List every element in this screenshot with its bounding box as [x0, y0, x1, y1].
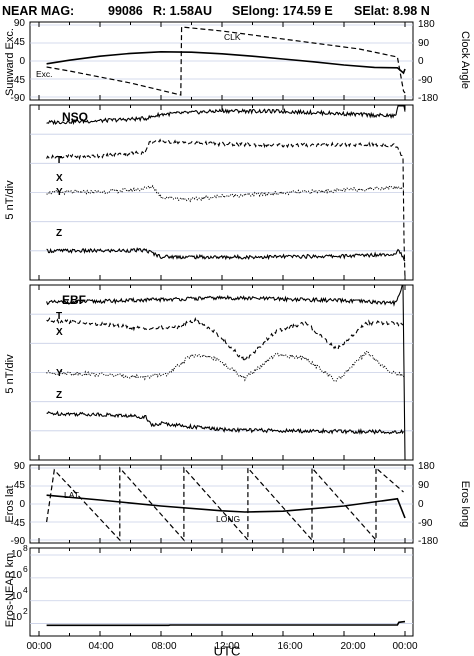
exc-label: Exc.	[36, 69, 53, 79]
eros-lat-ytick: 45	[14, 480, 26, 491]
eros-long-ytick: 90	[418, 480, 430, 491]
eros-lat-ytick: 0	[19, 499, 25, 510]
x-tick-label: 16:00	[277, 641, 302, 652]
range-ytick: 10	[11, 612, 23, 623]
sunward-ytick: -90	[11, 93, 26, 104]
eros-lat-ytick: -90	[11, 536, 26, 547]
nso-ylabel: 5 nT/div	[4, 180, 16, 220]
eros-lat-ytick: 90	[14, 461, 26, 472]
panel-range-frame	[29, 547, 414, 637]
sunward-ytick: 90	[14, 18, 26, 29]
clk-label: CLK	[224, 32, 241, 42]
x-tick-label: 08:00	[151, 641, 176, 652]
clock-ytick: -180	[418, 93, 438, 104]
range-ytick-exp: 2	[23, 606, 28, 616]
ebf-series-z	[46, 410, 404, 435]
clock-ylabel: Clock Angle	[459, 31, 471, 89]
sunward-series-exc	[46, 50, 406, 75]
eros-long-ytick: -180	[418, 536, 438, 547]
clock-ytick: 180	[418, 19, 435, 30]
panel-ebf: EBF 5 nT/div T X Y Z	[4, 284, 414, 461]
nso-series-y	[46, 184, 404, 203]
panel-range-grid	[30, 554, 413, 624]
eros-series-long	[46, 466, 404, 542]
x-axis: 00:00 04:00 08:00 12:00 16:00 20:00 00:0…	[26, 641, 417, 656]
ebf-series-y	[46, 350, 404, 382]
header-selong: SElong: 174.59 E	[232, 4, 333, 18]
nso-label-z: Z	[56, 228, 62, 239]
eros-lat-ytick: -45	[11, 518, 26, 529]
nso-label-x: X	[56, 173, 63, 184]
panel-nso-grid	[30, 133, 413, 252]
range-ytick: 10	[11, 570, 23, 581]
header-instrument: NEAR MAG:	[2, 4, 74, 18]
sunward-ylabel: Sunward Exc.	[4, 28, 16, 96]
nso-series-t	[46, 105, 406, 126]
panel-eros: Eros lat Eros long 90 45 0 -45 -90 180 9…	[4, 461, 471, 547]
x-tick-label: 00:00	[26, 641, 51, 652]
nso-label-y: Y	[56, 187, 63, 198]
ebf-label-x: X	[56, 327, 63, 338]
eros-long-ylabel: Eros long	[459, 481, 471, 527]
eros-lat-ylabel: Eros lat	[4, 485, 16, 522]
sunward-ytick: 45	[14, 37, 26, 48]
sunward-ytick: -45	[11, 75, 26, 86]
range-ytick: 10	[11, 549, 23, 560]
clock-ytick: 90	[418, 38, 430, 49]
range-ytick-group: 10 8 10 6 10 4 10 2	[11, 543, 28, 623]
header-day: 99086	[108, 4, 143, 18]
range-ytick-exp: 8	[23, 543, 28, 553]
panel-eros-grid	[30, 467, 413, 541]
x-tick-label: 04:00	[88, 641, 113, 652]
sunward-ytick: 0	[19, 56, 25, 67]
eros-long-ytick: 180	[418, 461, 435, 472]
ebf-series-x	[46, 317, 404, 364]
panel-sunward: Sunward Exc. Clock Angle 90 45 0 -45 -90…	[4, 18, 471, 104]
panel-nso: NSO 5 nT/div T X Y Z	[4, 104, 414, 281]
ebf-series-t	[46, 285, 406, 460]
range-ytick-exp: 6	[23, 564, 28, 574]
panel-range: Eros-NEAR km 10 8 10 6 10 4 10 2	[4, 543, 414, 637]
header-range: R: 1.58AU	[153, 4, 212, 18]
nso-series-z	[46, 247, 406, 262]
x-tick-label: 20:00	[340, 641, 365, 652]
range-series	[46, 620, 406, 627]
range-ytick-exp: 4	[23, 585, 28, 595]
lat-label: LAT	[64, 490, 79, 500]
clock-ytick: 0	[418, 56, 424, 67]
range-ytick: 10	[11, 591, 23, 602]
panel-sunward-grid	[30, 24, 413, 98]
header-selat: SElat: 8.98 N	[354, 4, 430, 18]
figure-header: NEAR MAG: 99086 R: 1.58AU SElong: 174.59…	[2, 4, 430, 18]
nso-series-x	[46, 138, 406, 280]
x-tick-label: 00:00	[392, 641, 417, 652]
ebf-ylabel: 5 nT/div	[4, 354, 16, 394]
clock-ytick: -90	[418, 75, 433, 86]
ebf-title: EBF	[62, 293, 86, 307]
ebf-label-t: T	[56, 311, 62, 322]
eros-long-ytick: -90	[418, 518, 433, 529]
long-label: LONG	[216, 514, 240, 524]
eros-long-ytick: 0	[418, 499, 424, 510]
x-axis-title: UTC	[214, 644, 241, 656]
ebf-label-z: Z	[56, 390, 62, 401]
range-ylabel: Eros-NEAR km	[4, 553, 16, 628]
nso-label-t: T	[56, 155, 62, 166]
x-tick-label: 12:00	[214, 641, 239, 652]
